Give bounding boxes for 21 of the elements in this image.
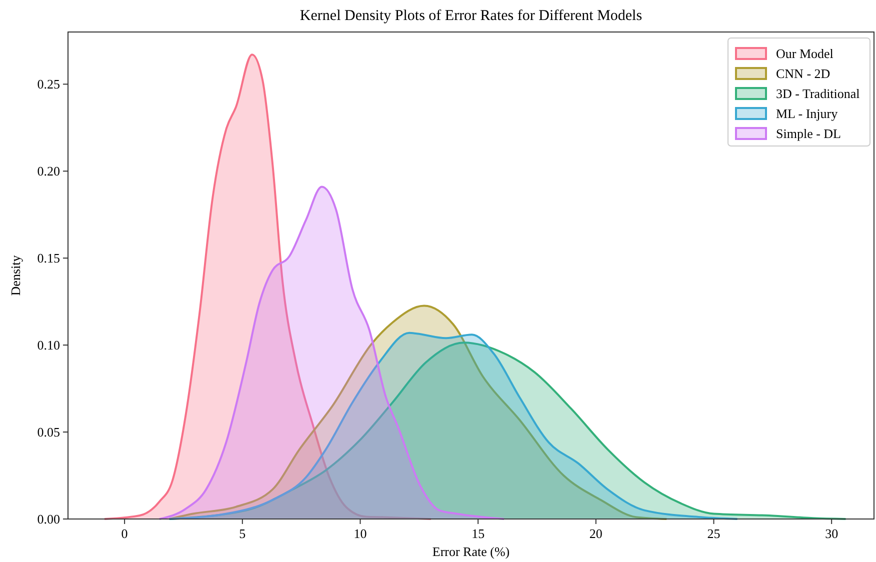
x-tick-label: 25 bbox=[707, 526, 720, 541]
legend-label: Simple - DL bbox=[776, 126, 842, 141]
y-tick-label: 0.05 bbox=[37, 424, 60, 440]
x-tick-label: 15 bbox=[472, 526, 485, 541]
x-tick-label: 0 bbox=[121, 526, 128, 541]
y-tick-label: 0.15 bbox=[37, 250, 60, 266]
x-tick-label: 10 bbox=[354, 526, 367, 541]
y-tick-label: 0.20 bbox=[37, 164, 60, 179]
legend-label: CNN - 2D bbox=[776, 66, 830, 81]
y-tick-label: 0.10 bbox=[37, 338, 60, 353]
legend-label: 3D - Traditional bbox=[776, 86, 860, 101]
x-tick-label: 30 bbox=[825, 526, 838, 541]
x-tick-label: 20 bbox=[589, 526, 602, 541]
legend-label: ML - Injury bbox=[776, 106, 838, 121]
x-axis-title: Error Rate (%) bbox=[432, 544, 510, 559]
chart-title: Kernel Density Plots of Error Rates for Different Models bbox=[300, 8, 642, 24]
legend-label: Our Model bbox=[776, 46, 834, 61]
y-tick-label: 0.00 bbox=[37, 512, 60, 527]
y-axis-title: Density bbox=[8, 254, 23, 296]
x-tick-label: 5 bbox=[239, 526, 246, 541]
y-tick-label: 0.25 bbox=[37, 76, 60, 92]
